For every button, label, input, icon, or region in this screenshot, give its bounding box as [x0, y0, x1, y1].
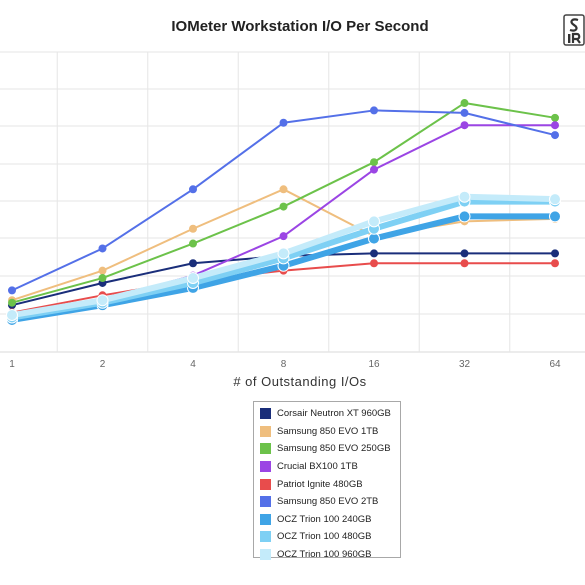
legend-item: OCZ Trion 100 480GB	[260, 528, 400, 546]
data-point	[460, 259, 469, 268]
legend-item: Samsung 850 EVO 2TB	[260, 493, 400, 511]
x-tick-label: 16	[368, 359, 380, 370]
data-point	[549, 193, 561, 206]
series-lines	[6, 99, 561, 326]
series-group	[6, 190, 561, 322]
data-point	[551, 249, 559, 258]
legend-label: OCZ Trion 100 480GB	[277, 531, 372, 543]
data-point	[279, 202, 288, 211]
data-point	[370, 165, 378, 174]
data-point	[458, 210, 471, 223]
data-point	[98, 274, 107, 283]
data-point	[279, 232, 288, 241]
legend-label: Samsung 850 EVO 250GB	[277, 443, 391, 455]
legend-label: OCZ Trion 100 960GB	[277, 549, 372, 561]
legend: Corsair Neutron XT 960GB Samsung 850 EVO …	[253, 401, 401, 561]
data-point	[8, 298, 16, 307]
data-point	[189, 185, 197, 194]
x-tick-label: 8	[281, 359, 287, 370]
legend-item: OCZ Trion 100 960GB	[260, 546, 400, 564]
series-group	[8, 106, 559, 295]
legend-swatch	[260, 461, 271, 473]
x-tick-label: 32	[459, 359, 471, 370]
data-point	[370, 158, 378, 167]
legend-label: Crucial BX100 1TB	[277, 461, 358, 473]
x-tick-label: 64	[549, 359, 561, 370]
legend-swatch	[260, 425, 271, 437]
data-point	[551, 131, 559, 140]
legend-item: OCZ Trion 100 240GB	[260, 511, 400, 529]
x-tick-label: 1	[9, 359, 15, 370]
legend-label: Samsung 850 EVO 2TB	[277, 496, 379, 508]
x-tick-label: 4	[190, 359, 196, 370]
series-group	[8, 99, 559, 307]
data-point	[96, 294, 109, 307]
data-point	[6, 309, 18, 322]
chart-title: IOMeter Workstation I/O Per Second	[171, 18, 429, 35]
legend-label: Corsair Neutron XT 960GB	[277, 408, 391, 420]
data-point	[279, 118, 288, 127]
legend-item: Samsung 850 EVO 1TB	[260, 423, 400, 441]
legend-swatch	[260, 478, 271, 490]
legend-swatch	[260, 443, 271, 455]
data-point	[460, 121, 469, 130]
data-point	[98, 266, 107, 275]
data-point	[189, 259, 197, 268]
data-point	[368, 215, 380, 228]
legend-label: Samsung 850 EVO 1TB	[277, 425, 379, 437]
legend-item: Crucial BX100 1TB	[260, 458, 400, 476]
x-tick-label: 2	[100, 359, 106, 370]
data-point	[549, 210, 561, 223]
data-point	[279, 185, 288, 194]
data-point	[189, 239, 197, 248]
data-point	[189, 224, 197, 233]
data-point	[277, 247, 290, 260]
legend-swatch	[260, 531, 271, 543]
series-group	[6, 210, 561, 326]
data-point	[551, 259, 559, 268]
data-point	[370, 249, 378, 258]
x-tick-labels: 1 2 4 8 16 32 64	[9, 359, 561, 370]
legend-label: Patriot Ignite 480GB	[277, 478, 363, 490]
data-point	[551, 121, 559, 130]
legend-swatch	[260, 549, 271, 561]
legend-swatch	[260, 513, 271, 525]
data-point	[460, 249, 469, 258]
legend-swatch	[260, 496, 271, 508]
data-point	[458, 190, 471, 203]
data-point	[187, 272, 199, 285]
legend-swatch	[260, 408, 271, 420]
data-point	[460, 108, 469, 117]
data-point	[370, 106, 378, 115]
data-point	[8, 286, 16, 295]
legend-item: Samsung 850 EVO 250GB	[260, 440, 400, 458]
plot-area: 1 2 4 8 16 32 64	[0, 51, 585, 370]
data-point	[370, 259, 378, 268]
x-axis-label: # of Outstanding I/Os	[233, 374, 367, 389]
legend-label: OCZ Trion 100 240GB	[277, 513, 372, 525]
site-logo	[563, 14, 585, 46]
data-point	[368, 232, 380, 245]
data-point	[460, 99, 469, 108]
legend-item: Corsair Neutron XT 960GB	[260, 405, 400, 423]
data-point	[551, 113, 559, 122]
legend-item: Patriot Ignite 480GB	[260, 475, 400, 493]
data-point	[98, 244, 107, 253]
